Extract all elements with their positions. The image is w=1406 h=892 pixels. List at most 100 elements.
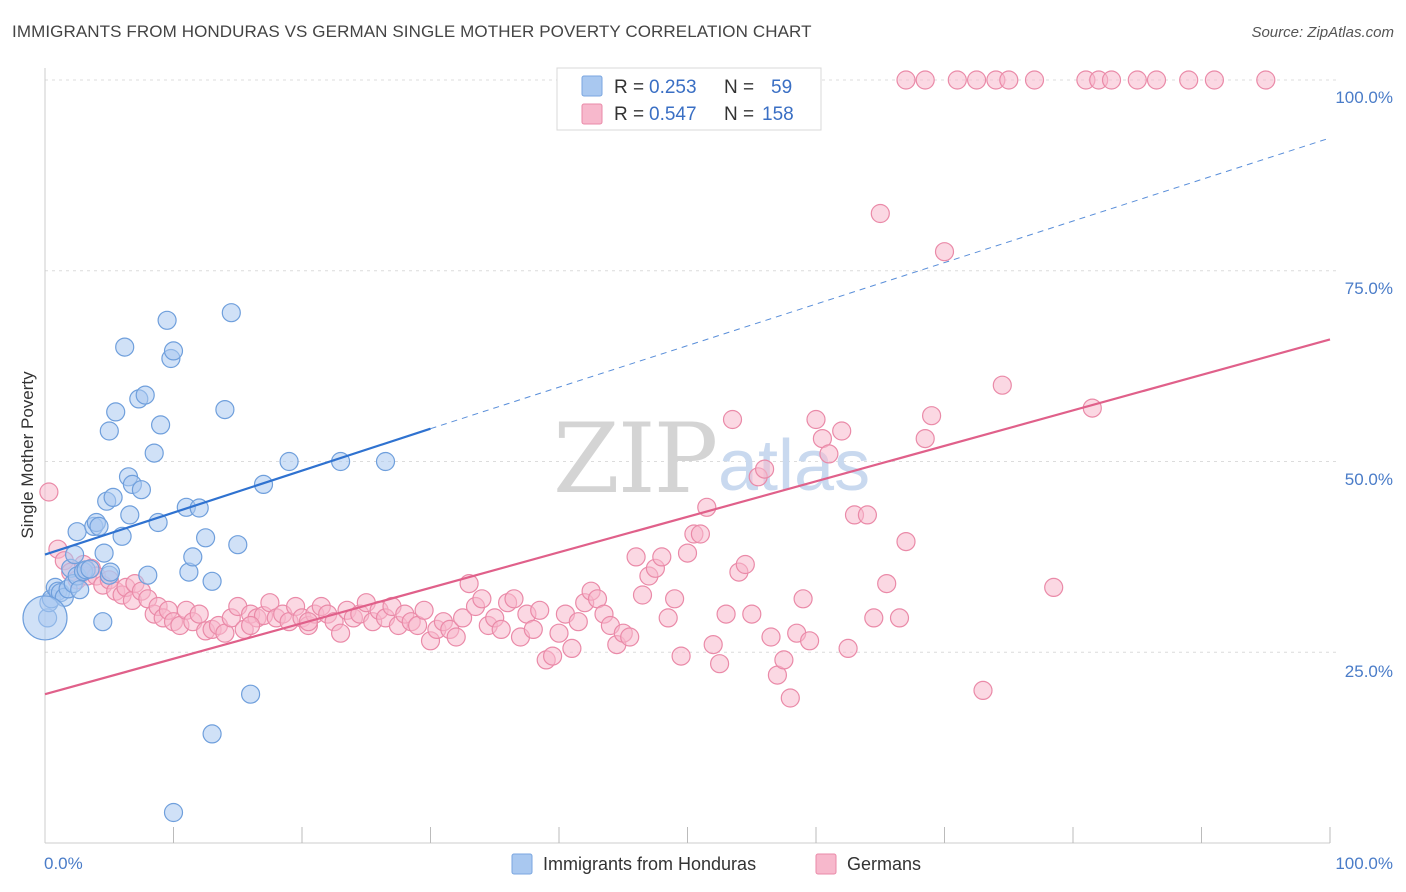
- germans-point: [857, 505, 878, 525]
- honduras-point: [106, 402, 126, 422]
- germans-point: [189, 604, 209, 624]
- honduras-point: [94, 543, 114, 563]
- stats-n-label-germans: N =: [724, 104, 754, 125]
- honduras-point: [196, 528, 216, 548]
- honduras-point: [215, 400, 235, 420]
- germans-point: [414, 600, 434, 620]
- source-label: Source: ZipAtlas.com: [1251, 24, 1394, 41]
- germans-point: [671, 646, 691, 666]
- honduras-point: [131, 480, 151, 500]
- x-axis: 0.0% 100.0%: [44, 827, 1393, 873]
- y-tick-label-50: 50.0%: [1345, 470, 1393, 489]
- legend-label-honduras: Immigrants from Honduras: [543, 854, 756, 874]
- germans-point: [992, 375, 1012, 395]
- x-tick-label-0: 0.0%: [44, 854, 83, 873]
- honduras-point: [70, 580, 90, 600]
- legend-swatch-germans: [815, 853, 837, 875]
- honduras-point: [64, 544, 85, 565]
- honduras-point: [202, 571, 222, 591]
- watermark-zip: ZIP: [553, 403, 716, 515]
- germans-point: [735, 554, 755, 575]
- legend-label-germans: Germans: [847, 854, 921, 874]
- germans-point: [832, 421, 852, 441]
- germans-point: [39, 482, 59, 502]
- germans-point: [838, 638, 858, 659]
- germans-point: [973, 680, 993, 701]
- germans-point: [915, 70, 935, 90]
- honduras-point: [228, 535, 248, 555]
- germans-point: [542, 646, 563, 666]
- germans-point: [947, 70, 967, 90]
- series-germans: [39, 70, 1276, 708]
- germans-point: [658, 608, 678, 628]
- honduras-point: [157, 310, 177, 330]
- germans-point: [896, 70, 916, 90]
- stats-box: R = 0.253 N = 59 R = 0.547 N = 158: [556, 67, 822, 131]
- gridlines: [45, 79, 1340, 653]
- germans-point: [806, 409, 826, 430]
- honduras-point: [120, 505, 140, 525]
- honduras-point: [151, 415, 171, 435]
- honduras-point: [163, 341, 184, 361]
- honduras-point: [202, 724, 222, 744]
- germans-point: [780, 688, 800, 708]
- germans-point: [889, 608, 910, 628]
- germans-point: [864, 608, 884, 628]
- trend-lines: [44, 137, 1331, 696]
- germans-point: [966, 70, 987, 90]
- germans-point: [999, 70, 1019, 90]
- germans-point: [620, 627, 640, 647]
- stats-n-value-germans: 158: [762, 104, 794, 125]
- germans-point: [530, 600, 550, 620]
- germans-point: [677, 543, 698, 563]
- trendline-germans: [44, 338, 1331, 696]
- stats-swatch-honduras: [581, 75, 603, 97]
- germans-point: [523, 619, 543, 640]
- germans-point: [703, 634, 723, 655]
- germans-point: [446, 627, 466, 647]
- honduras-point: [67, 522, 87, 542]
- honduras-point: [103, 487, 123, 507]
- germans-point: [921, 406, 942, 426]
- legend-swatch-honduras: [511, 853, 533, 875]
- honduras-point: [99, 421, 119, 441]
- germans-point: [1146, 70, 1167, 90]
- honduras-point: [253, 474, 274, 494]
- germans-point: [549, 623, 569, 643]
- honduras-point: [183, 547, 203, 567]
- honduras-point: [115, 337, 135, 357]
- germans-point: [915, 429, 935, 449]
- trendline-honduras-extension: [430, 137, 1331, 430]
- honduras-point: [241, 684, 261, 704]
- honduras-point: [279, 451, 299, 472]
- honduras-point: [89, 516, 109, 537]
- germans-point: [934, 242, 955, 262]
- germans-point: [1044, 577, 1064, 598]
- germans-point: [761, 627, 781, 647]
- germans-point: [568, 612, 588, 632]
- germans-point: [1204, 70, 1225, 90]
- germans-point: [896, 531, 916, 552]
- germans-point: [664, 589, 685, 609]
- germans-point: [877, 573, 897, 594]
- germans-point: [652, 547, 672, 567]
- stats-r-label-germans: R =: [614, 104, 644, 125]
- honduras-point: [80, 559, 100, 579]
- germans-point: [742, 604, 762, 624]
- germans-point: [754, 459, 775, 479]
- honduras-point: [221, 303, 241, 323]
- germans-point: [1101, 70, 1122, 90]
- germans-point: [632, 585, 653, 605]
- germans-point: [722, 409, 743, 430]
- germans-point: [793, 589, 813, 609]
- y-axis: 25.0% 50.0% 75.0% 100.0% Single Mother P…: [18, 68, 1393, 843]
- honduras-point: [144, 443, 164, 463]
- x-tick-marks: [173, 827, 1331, 843]
- germans-point: [774, 650, 794, 670]
- honduras-point: [100, 562, 121, 582]
- germans-point: [709, 654, 730, 674]
- x-tick-label-100: 100.0%: [1335, 854, 1393, 873]
- germans-point: [1082, 398, 1102, 418]
- trendline-honduras: [44, 427, 431, 556]
- germans-point: [562, 638, 582, 659]
